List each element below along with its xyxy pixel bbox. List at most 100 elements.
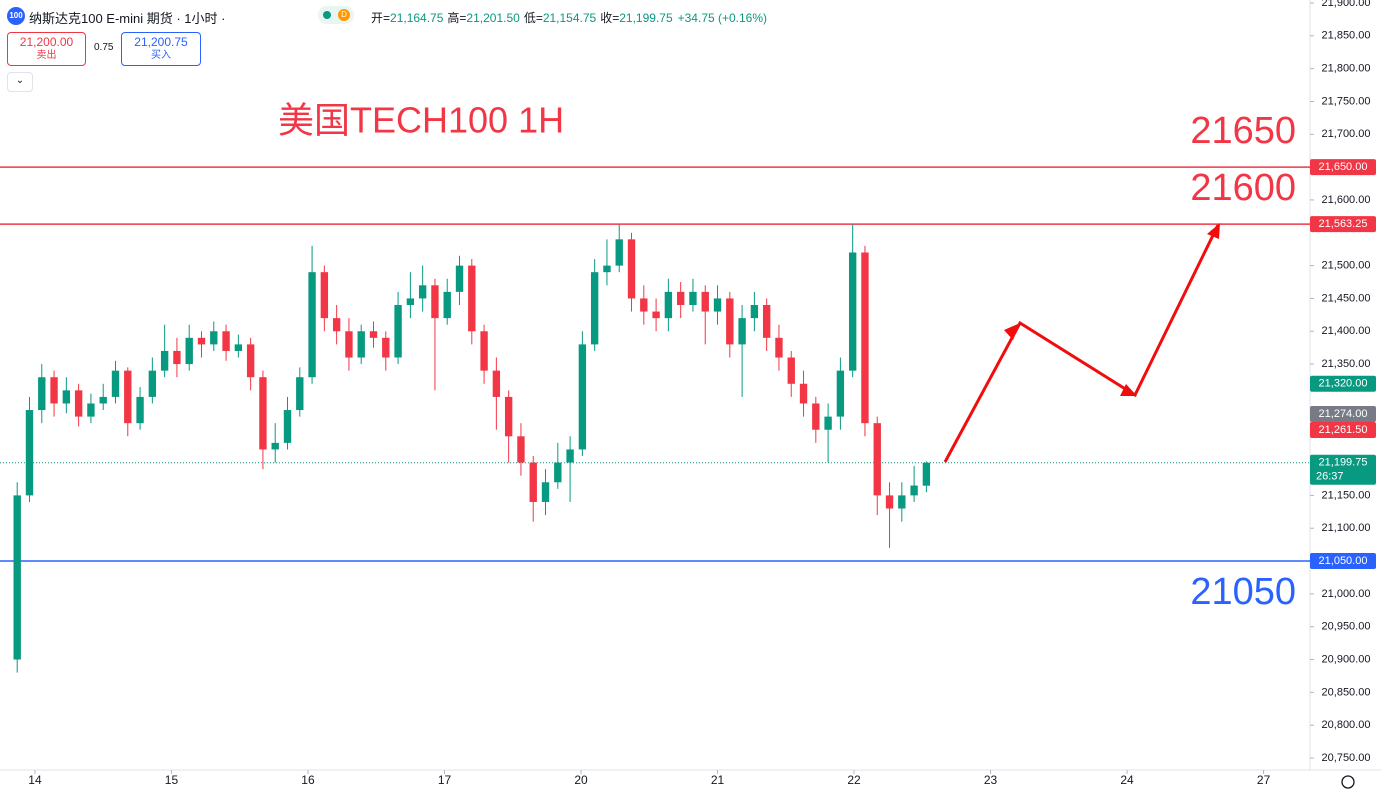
- candle-body: [652, 311, 660, 319]
- y-tick-label: 21,150.00: [1322, 489, 1371, 501]
- candle-body: [554, 462, 562, 483]
- candle-body: [615, 239, 623, 266]
- ohlc-row: 开=21,164.75 高=21,201.50 低=21,154.75 收=21,19…: [371, 9, 767, 26]
- settings-icon: [1341, 775, 1355, 789]
- candle-body: [713, 298, 722, 312]
- candle-body: [664, 291, 673, 319]
- candle-body: [382, 337, 390, 358]
- candle-body: [87, 403, 95, 417]
- last-price-tag: [1310, 454, 1376, 485]
- candle-body: [836, 370, 845, 417]
- buy-price: 21,200.75: [134, 35, 188, 49]
- candle-body: [160, 350, 169, 371]
- candle-body: [173, 350, 181, 365]
- y-tick-label: 20,900.00: [1322, 653, 1371, 665]
- candle-body: [406, 298, 415, 305]
- candle-body: [148, 370, 157, 397]
- x-tick-label: 20: [574, 773, 588, 787]
- status-pill: D: [318, 6, 354, 24]
- source-badge: D: [338, 9, 350, 21]
- candle-body: [418, 285, 427, 299]
- y-tick-label: 21,600.00: [1322, 194, 1371, 206]
- candle-body: [38, 377, 46, 411]
- price-tag: [1310, 553, 1376, 570]
- candle-body: [25, 410, 34, 496]
- candle-body: [111, 370, 120, 397]
- candle-body: [787, 357, 795, 384]
- annotation: 21600: [1190, 167, 1296, 209]
- candle-body: [394, 305, 402, 358]
- forecast-arrow: [943, 224, 1220, 463]
- sell-button[interactable]: 21,200.00 卖出: [7, 32, 86, 66]
- symbol-title[interactable]: 纳斯达克100 E-mini 期货 · 1小时 ·: [29, 11, 226, 26]
- candle-body: [861, 252, 869, 424]
- ohlc-label: 开=: [371, 11, 391, 25]
- candle-body: [590, 272, 599, 345]
- x-tick-label: 15: [165, 773, 179, 787]
- price-tag-label: 21,261.50: [1319, 424, 1368, 436]
- arrow-head: [1120, 384, 1137, 396]
- candle-body: [873, 423, 881, 496]
- candle-body: [627, 239, 636, 299]
- candle-body: [259, 377, 267, 450]
- y-tick-label: 21,850.00: [1322, 30, 1371, 42]
- y-tick-label: 21,450.00: [1322, 292, 1371, 304]
- x-tick-label: 17: [438, 773, 452, 787]
- price-tag-label: 21,050.00: [1319, 555, 1368, 567]
- price-tag-label: 21,320.00: [1319, 378, 1368, 390]
- candle-body: [222, 331, 230, 351]
- x-tick-label: 27: [1257, 773, 1271, 787]
- symbol-icon: 100: [7, 7, 25, 25]
- candle-body: [910, 485, 918, 496]
- candle-body: [62, 390, 71, 404]
- price-tag-label: 21,650.00: [1319, 161, 1368, 173]
- candle-body: [603, 265, 611, 273]
- x-tick-label: 14: [28, 773, 42, 787]
- buy-button[interactable]: 21,200.75 买入: [121, 32, 201, 66]
- candle-body: [210, 331, 218, 345]
- candle-body: [898, 495, 906, 509]
- candle-body: [271, 442, 279, 450]
- y-tick-label: 21,000.00: [1322, 588, 1371, 600]
- price-tag: [1310, 216, 1376, 233]
- candle-body: [750, 305, 759, 319]
- y-tick-label: 21,350.00: [1322, 358, 1371, 370]
- annotation: 21650: [1190, 110, 1296, 152]
- candle-body: [99, 396, 107, 404]
- buy-label: 买入: [151, 50, 171, 61]
- candle-body: [492, 370, 501, 397]
- y-tick-label: 21,750.00: [1322, 95, 1371, 107]
- spread: 0.75: [94, 42, 114, 53]
- candle-body: [812, 403, 820, 430]
- candle-body: [369, 331, 378, 338]
- sell-label: 卖出: [36, 50, 57, 61]
- candle-body: [197, 337, 206, 345]
- price-tag-label: 21,274.00: [1319, 408, 1368, 420]
- candle-body: [517, 436, 525, 463]
- ohlc-label: 低=: [523, 11, 543, 25]
- candle-body: [824, 416, 832, 430]
- candle-body: [762, 305, 771, 338]
- candle-body: [357, 331, 365, 358]
- candle-body: [455, 265, 464, 292]
- collapse-button[interactable]: ⌄: [7, 72, 33, 92]
- candle-body: [50, 377, 58, 404]
- annotation: 21050: [1190, 571, 1296, 613]
- x-tick-label: 24: [1120, 773, 1134, 787]
- candle-body: [443, 291, 451, 319]
- y-tick-label: 21,800.00: [1322, 63, 1371, 75]
- candle-body: [738, 318, 746, 345]
- candle-body: [124, 370, 132, 424]
- x-tick-label: 21: [711, 773, 725, 787]
- ohlc-value: 21,201.50: [466, 11, 520, 25]
- countdown: 26:37: [1316, 471, 1344, 483]
- candle-body: [468, 265, 476, 332]
- y-tick-label: 21,500.00: [1322, 260, 1371, 272]
- arrow-head: [1207, 223, 1220, 239]
- candle-body: [320, 272, 329, 319]
- y-tick-label: 20,750.00: [1322, 752, 1371, 764]
- candle-body: [885, 495, 894, 509]
- y-tick-label: 21,400.00: [1322, 325, 1371, 337]
- candle-body: [345, 331, 353, 358]
